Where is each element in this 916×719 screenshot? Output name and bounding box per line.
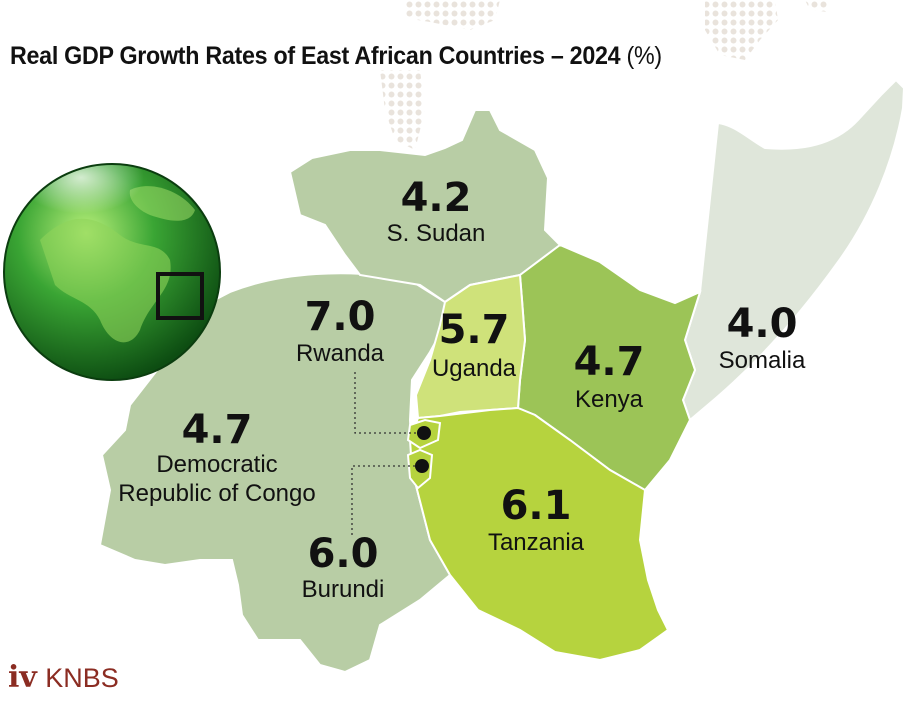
organization-name: KNBS — [45, 663, 119, 693]
uganda-value: 5.7 — [439, 307, 510, 353]
chart-title-text: Real GDP Growth Rates of East African Co… — [10, 42, 621, 70]
rwanda-value: 7.0 — [305, 294, 376, 340]
tanzania-value: 6.1 — [501, 483, 572, 529]
drc-name-line2: Republic of Congo — [118, 480, 315, 507]
south-sudan-name: S. Sudan — [387, 220, 486, 247]
region-tanzania — [408, 406, 670, 662]
somalia-value: 4.0 — [727, 301, 798, 347]
burundi-marker — [415, 459, 429, 473]
square-outline-icon — [156, 272, 204, 320]
somalia-name: Somalia — [719, 347, 806, 374]
rwanda-marker — [417, 426, 431, 440]
dotted-background — [380, 0, 830, 150]
chart-title: Real GDP Growth Rates of East African Co… — [10, 42, 662, 71]
drc-value: 4.7 — [182, 407, 253, 453]
burundi-leader-line — [351, 465, 422, 535]
region-south-sudan — [288, 109, 562, 304]
footer: iv KNBS — [8, 660, 119, 695]
uganda-name: Uganda — [432, 355, 517, 382]
region-somalia — [681, 78, 906, 422]
page-number: iv — [8, 660, 37, 695]
chart-title-unit: (%) — [626, 42, 662, 70]
kenya-name: Kenya — [575, 386, 644, 413]
rwanda-name: Rwanda — [296, 340, 385, 367]
burundi-name: Burundi — [302, 576, 385, 603]
globe-icon — [3, 160, 221, 381]
rwanda-leader-line — [354, 372, 424, 434]
kenya-value: 4.7 — [574, 339, 645, 385]
tanzania-name: Tanzania — [488, 529, 585, 556]
south-sudan-value: 4.2 — [401, 175, 472, 221]
burundi-value: 6.0 — [308, 531, 379, 577]
drc-name-line1: Democratic — [156, 451, 277, 478]
